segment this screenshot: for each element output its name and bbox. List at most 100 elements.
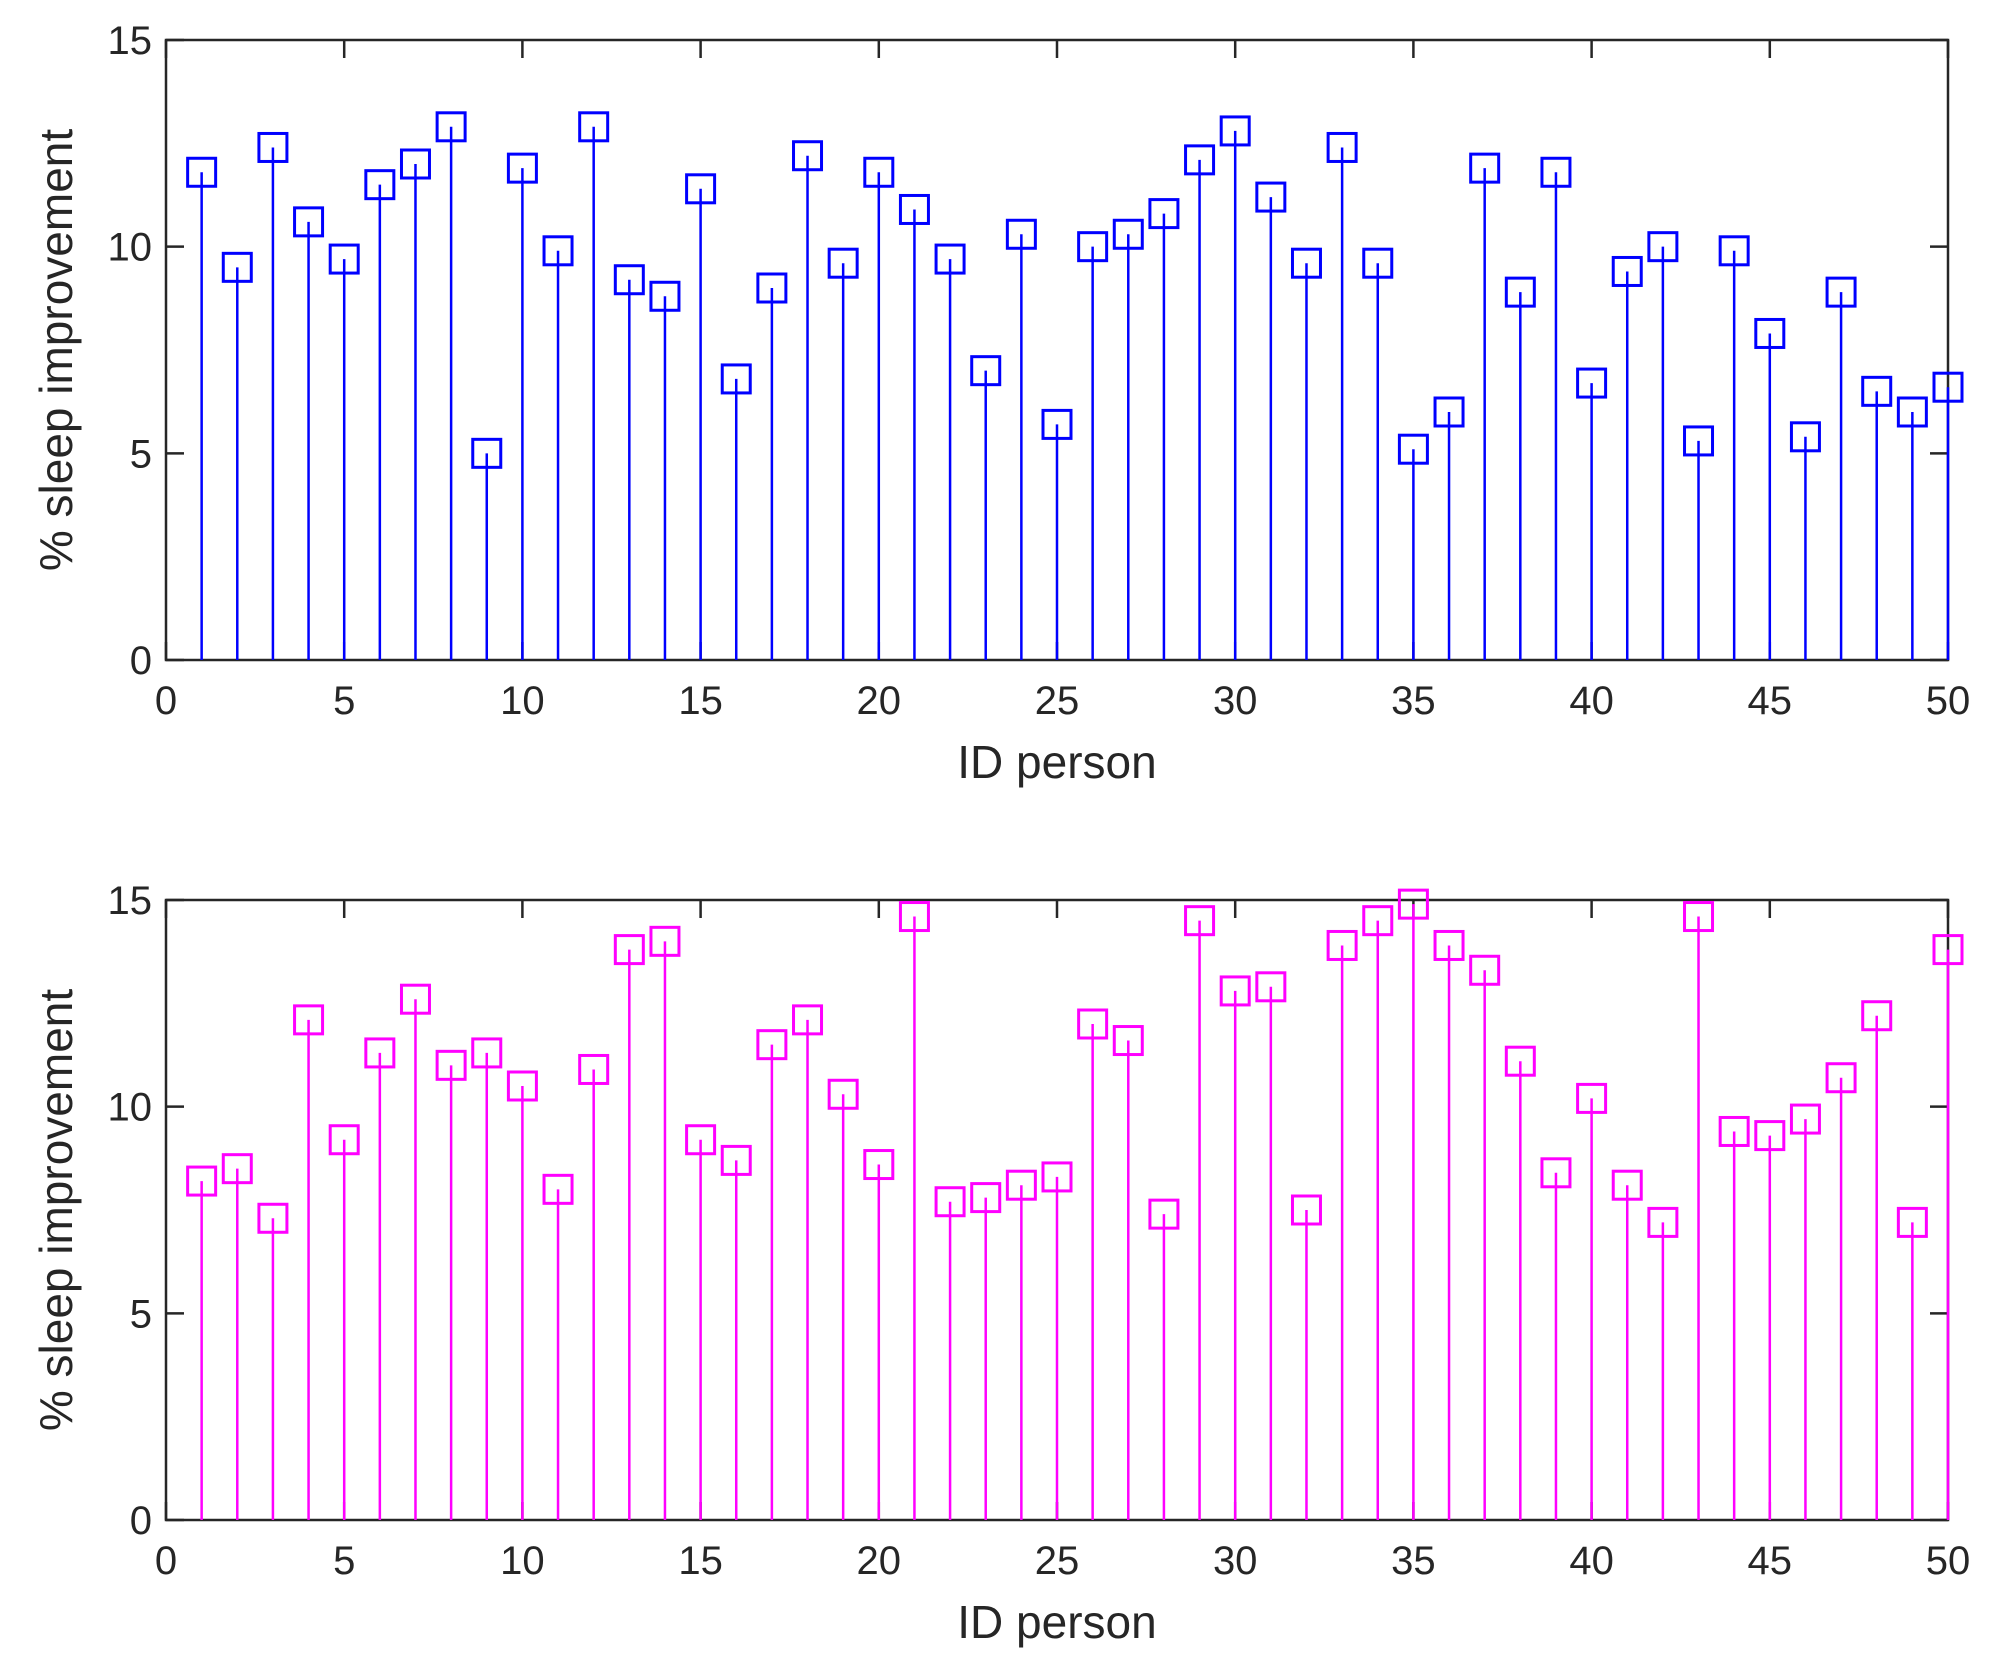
y-tick-label: 10 (108, 1086, 153, 1130)
x-tick-label: 25 (1035, 1539, 1080, 1583)
stem-marker (1789, 421, 1821, 453)
stem-marker (399, 148, 431, 180)
stem-marker (542, 1173, 574, 1205)
stem-marker (1184, 144, 1216, 176)
stem-marker (1041, 408, 1073, 440)
stem-marker (1611, 255, 1643, 287)
stem-marker (293, 1004, 325, 1036)
stem-marker (1433, 929, 1465, 961)
stem-marker (685, 1124, 717, 1156)
stem-marker (1290, 247, 1322, 279)
stem-marker (257, 1202, 289, 1234)
stem-marker (970, 355, 1002, 387)
y-axis-label: % sleep improvement (30, 129, 82, 572)
x-tick-label: 15 (678, 679, 723, 723)
stem-marker (1825, 1062, 1857, 1094)
stem-marker (1148, 1198, 1180, 1230)
stem-marker (1932, 934, 1964, 966)
stem-marker (792, 1004, 824, 1036)
x-tick-label: 50 (1926, 1539, 1971, 1583)
stem-marker (1896, 396, 1928, 428)
x-tick-label: 0 (155, 679, 177, 723)
stem-marker (1504, 1045, 1536, 1077)
x-tick-label: 45 (1748, 1539, 1793, 1583)
x-tick-label: 40 (1569, 679, 1614, 723)
stem-marker (827, 247, 859, 279)
x-axis-label: ID person (957, 1596, 1156, 1648)
stem-marker (649, 925, 681, 957)
stem-marker (1754, 1120, 1786, 1152)
stem-marker (613, 264, 645, 296)
x-tick-label: 35 (1391, 1539, 1436, 1583)
stem-marker (685, 173, 717, 205)
y-tick-label: 10 (108, 226, 153, 270)
stem-marker (1005, 1169, 1037, 1201)
stem-marker (720, 1144, 752, 1176)
stem-marker (1219, 115, 1251, 147)
stem-marker (1219, 975, 1251, 1007)
stem-marker (1576, 1082, 1608, 1114)
stem-marker (221, 251, 253, 283)
stem-marker (1861, 375, 1893, 407)
x-tick-label: 20 (857, 1539, 902, 1583)
y-tick-label: 15 (108, 879, 153, 923)
stem-marker (1362, 905, 1394, 937)
x-tick-label: 20 (857, 679, 902, 723)
stem-marker (1397, 888, 1429, 920)
y-tick-label: 15 (108, 19, 153, 63)
y-tick-label: 5 (130, 432, 152, 476)
stem-marker (898, 193, 930, 225)
stem-marker (1326, 929, 1358, 961)
stem-marker (827, 1078, 859, 1110)
stem-marker (1469, 152, 1501, 184)
x-tick-label: 25 (1035, 679, 1080, 723)
y-tick-label: 0 (130, 639, 152, 683)
stem-marker (649, 280, 681, 312)
stem-marker (720, 363, 752, 395)
stem-marker (756, 1029, 788, 1061)
stem-marker (257, 131, 289, 163)
stem-marker (1647, 231, 1679, 263)
stem-marker (1433, 396, 1465, 428)
stem-marker (1611, 1169, 1643, 1201)
y-tick-label: 5 (130, 1292, 152, 1336)
x-tick-label: 35 (1391, 679, 1436, 723)
stem-marker (1683, 901, 1715, 933)
stem-marker (613, 934, 645, 966)
stem-marker (506, 152, 538, 184)
stem-marker (1540, 156, 1572, 188)
x-tick-label: 50 (1926, 679, 1971, 723)
stem-marker (1255, 181, 1287, 213)
stem-marker (328, 1124, 360, 1156)
stem-marker (1005, 218, 1037, 250)
stem-marker (1896, 1206, 1928, 1238)
y-axis-label: % sleep improvement (30, 989, 82, 1432)
stem-marker (1932, 371, 1964, 403)
bottom-stem-plot: 0 5 10 15 20 25 30 35 40 45 50 0 5 10 15 ID person % sle… (30, 879, 1970, 1648)
stem-marker (1861, 1000, 1893, 1032)
x-tick-label: 0 (155, 1539, 177, 1583)
stem-marker (186, 1165, 218, 1197)
stem-marker (1290, 1194, 1322, 1226)
stem-marker (756, 272, 788, 304)
stem-marker (364, 169, 396, 201)
stem-marker (506, 1070, 538, 1102)
stem-marker (1754, 317, 1786, 349)
stem-marker (1148, 198, 1180, 230)
stem-marker (1112, 1025, 1144, 1057)
stem-marker (1397, 433, 1429, 465)
x-tick-label: 10 (500, 679, 545, 723)
stem-marker (1362, 247, 1394, 279)
stem-marker (863, 1149, 895, 1181)
stem-marker (471, 1037, 503, 1069)
x-tick-label: 30 (1213, 1539, 1258, 1583)
top-stem-plot: 0 5 10 15 20 25 30 35 40 45 50 0 5 10 15 ID person % sle… (30, 19, 1970, 788)
stem-marker (1825, 276, 1857, 308)
stem-marker (1255, 971, 1287, 1003)
stem-marker (221, 1153, 253, 1185)
stem-marker (364, 1037, 396, 1069)
x-tick-label: 10 (500, 1539, 545, 1583)
y-tick-label: 0 (130, 1499, 152, 1543)
x-tick-label: 30 (1213, 679, 1258, 723)
